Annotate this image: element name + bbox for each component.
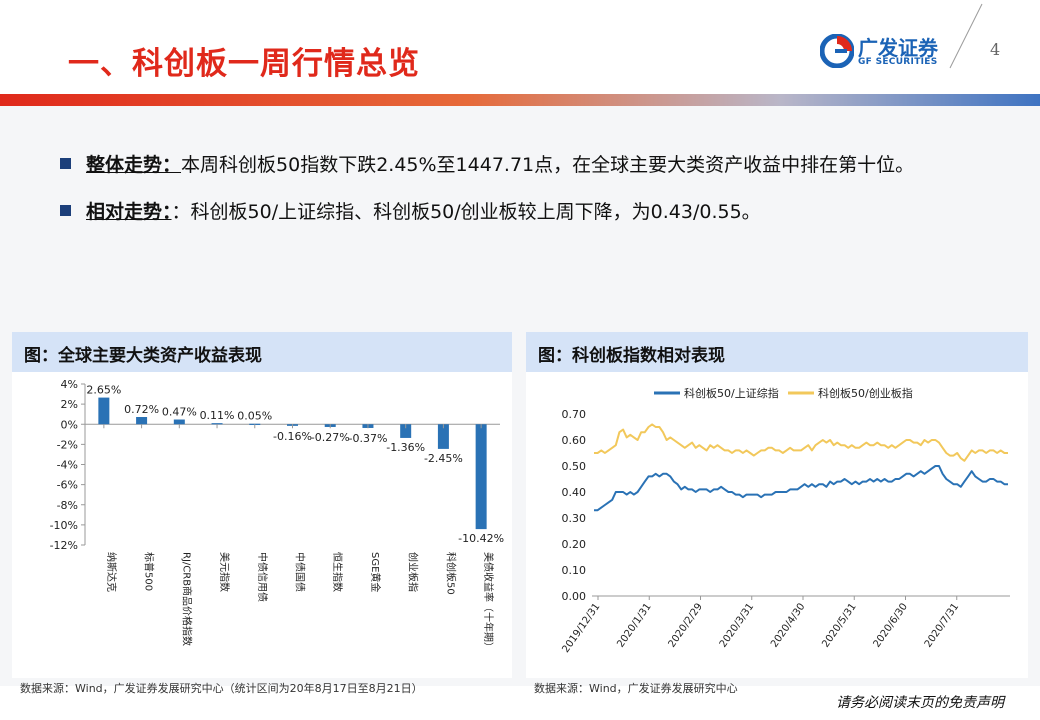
y-tick-label: 0.20 <box>562 538 587 551</box>
y-tick-label: -10% <box>50 519 78 532</box>
category-label: 美债收益率（十年期） <box>482 552 495 652</box>
right-panel-source: 数据来源：Wind，广发证券发展研究中心 <box>534 682 738 695</box>
bar <box>437 424 449 449</box>
star50-relative-line-chart: 科创板50/上证综指 科创板50/创业板指 0.00 0.10 0.20 0.30 0.40… <box>560 386 1010 655</box>
x-tick-label: 2020/4/30 <box>769 601 807 649</box>
page-number: 4 <box>990 40 1001 59</box>
bar <box>475 424 487 530</box>
disclaimer: 请务必阅读末页的免责声明 <box>836 695 1004 711</box>
bullet-text: 本周科创板50指数下跌2.45%至1447.71点，在全球主要大类资产收益中排在… <box>181 154 915 176</box>
category-label: SGE黄金 <box>369 552 382 592</box>
asset-returns-bar-chart: 4% 2% 0% -2% -4% -6% -8% -10% -12% 2.65% 纳斯达克 0.72%… <box>50 378 505 652</box>
data-label: -0.27% <box>311 431 350 444</box>
y-tick-label: 0.70 <box>562 408 587 421</box>
y-tick-label: -8% <box>57 499 78 512</box>
series-line <box>594 423 1008 462</box>
data-label: 0.72% <box>124 403 159 416</box>
right-panel-title: 图：科创板指数相对表现 <box>526 332 1028 372</box>
bar <box>173 419 185 425</box>
data-label: -1.36% <box>386 441 425 454</box>
left-panel-title: 图：全球主要大类资产收益表现 <box>12 332 512 372</box>
company-logo: 广发证券 GF SECURITIES <box>820 30 960 76</box>
y-tick-label: 0% <box>61 418 78 431</box>
y-tick-label: 0.00 <box>562 590 587 603</box>
bullet-square-icon <box>60 158 71 169</box>
gf-logo-icon <box>820 34 854 68</box>
data-label: 0.05% <box>237 410 272 423</box>
x-tick-label: 2019/12/31 <box>560 601 602 655</box>
y-tick-label: 2% <box>61 398 78 411</box>
right-chart-panel: 图：科创板指数相对表现 科创板50/上证综指 科创板50/创业板指 0.00 0.10… <box>526 332 1028 678</box>
x-tick-label: 2020/1/31 <box>615 601 653 649</box>
data-label: 0.47% <box>162 406 197 419</box>
data-label: -0.37% <box>348 432 387 445</box>
category-label: 中债国债 <box>294 552 307 592</box>
category-label: 美元指数 <box>218 552 231 592</box>
page-title: 一、科创板一周行情总览 <box>68 46 420 82</box>
y-tick-label: 0.30 <box>562 512 587 525</box>
category-label: 标普500 <box>143 552 156 591</box>
y-tick-label: -2% <box>57 438 78 451</box>
y-tick-label: -4% <box>57 459 78 472</box>
data-label: 0.11% <box>200 409 235 422</box>
divider-slash <box>949 3 983 69</box>
left-chart-panel: 图：全球主要大类资产收益表现 4% 2% 0% -2% -4% -6% -8% -10% -12… <box>12 332 512 678</box>
legend-label: 科创板50/上证综指 <box>684 386 779 400</box>
logo-english: GF SECURITIES <box>858 57 938 67</box>
x-tick-label: 2020/3/31 <box>718 601 756 649</box>
bullet-key: 整体走势： <box>86 154 182 176</box>
data-label: -0.16% <box>273 430 312 443</box>
bullet-square-icon <box>60 205 71 216</box>
bar <box>211 423 223 425</box>
bar <box>98 397 110 425</box>
y-tick-label: 0.50 <box>562 460 587 473</box>
x-tick-label: 2020/7/31 <box>923 601 961 649</box>
y-tick-label: -12% <box>50 539 78 552</box>
category-label: 科创板50 <box>444 552 457 595</box>
y-tick-label: 0.40 <box>562 486 587 499</box>
bar <box>136 417 148 425</box>
x-tick-label: 2020/5/31 <box>820 601 858 649</box>
legend-label: 科创板50/创业板指 <box>818 386 913 400</box>
category-label: 纳斯达克 <box>105 552 118 592</box>
y-tick-label: 4% <box>61 378 78 391</box>
data-label: -2.45% <box>424 452 463 465</box>
y-tick-label: 0.60 <box>562 434 587 447</box>
left-panel-source: 数据来源：Wind，广发证券发展研究中心（统计区间为20年8月17日至8月21日… <box>20 682 423 695</box>
bullet-overall-trend: 整体走势：本周科创板50指数下跌2.45%至1447.71点，在全球主要大类资产… <box>60 150 914 177</box>
category-label: 恒生指数 <box>331 552 344 592</box>
x-tick-label: 2020/2/29 <box>667 601 705 649</box>
data-label: 2.65% <box>86 384 121 397</box>
category-label: RJ/CRB商品价格指数 <box>180 552 193 646</box>
y-tick-label: 0.10 <box>562 564 587 577</box>
bullet-text: ：科创板50/上证综指、科创板50/创业板较上周下降，为0.43/0.55。 <box>171 201 761 223</box>
logo-chinese: 广发证券 <box>858 36 938 60</box>
category-label: 创业板指 <box>407 552 420 592</box>
bullet-relative-trend: 相对走势：：科创板50/上证综指、科创板50/创业板较上周下降，为0.43/0.… <box>60 197 761 224</box>
data-label: -10.42% <box>458 532 504 545</box>
series-line <box>594 465 1008 512</box>
bar <box>400 424 412 438</box>
category-label: 中债信用债 <box>256 552 269 602</box>
header-band <box>0 94 1040 106</box>
x-tick-label: 2020/6/30 <box>872 601 910 649</box>
bullet-key: 相对走势： <box>86 201 172 223</box>
y-tick-label: -6% <box>57 479 78 492</box>
